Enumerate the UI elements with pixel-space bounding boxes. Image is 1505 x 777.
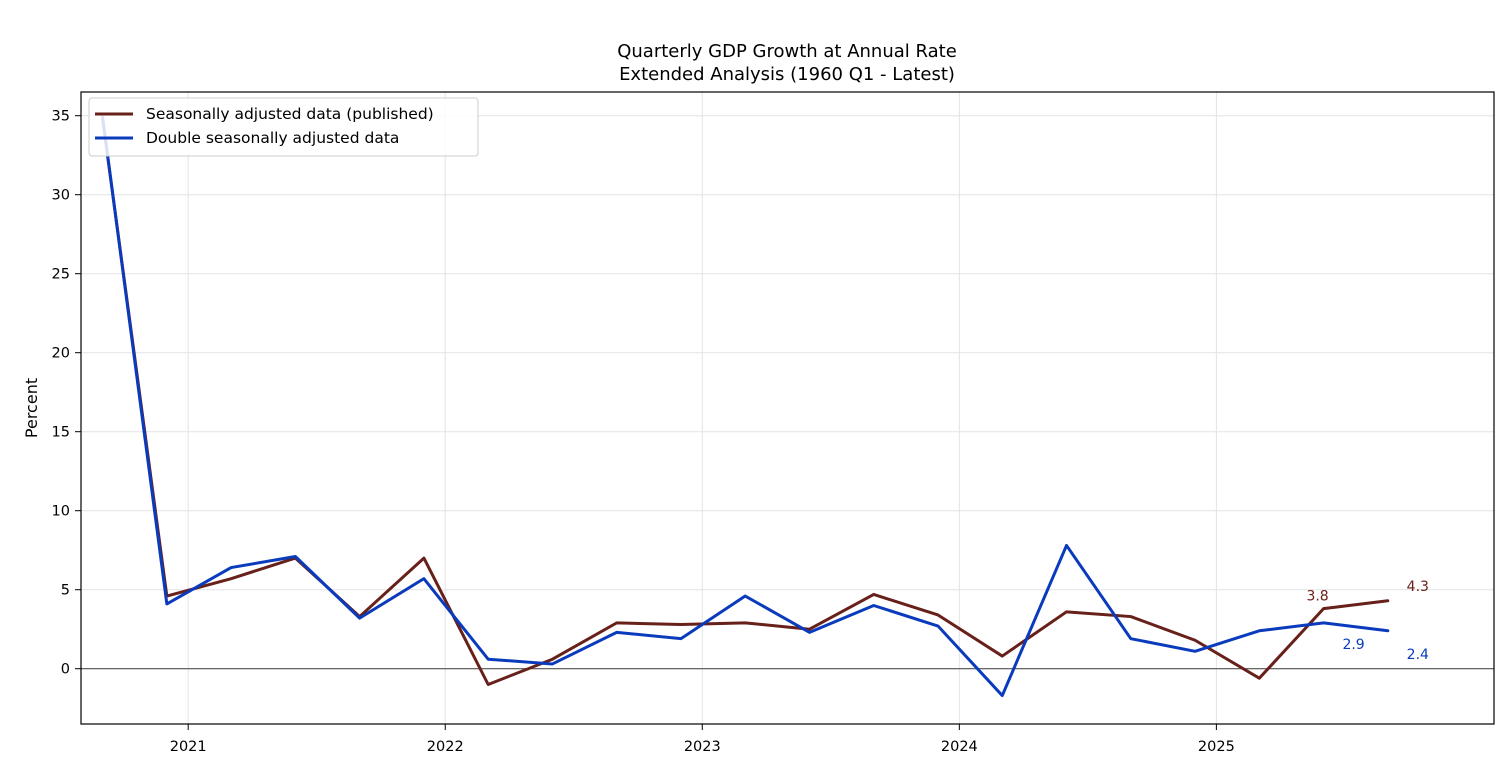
x-tick-label-2025: 2025 <box>1198 739 1235 755</box>
chart-subtitle: Extended Analysis (1960 Q1 - Latest) <box>619 64 955 85</box>
value-label-2.4: 2.4 <box>1407 647 1429 663</box>
value-label-2.9: 2.9 <box>1342 637 1364 653</box>
series-lines <box>101 115 1390 698</box>
legend-box <box>88 97 479 157</box>
value-label-4.3: 4.3 <box>1407 579 1429 595</box>
legend-label-2: Double seasonally adjusted data <box>146 129 399 147</box>
legend: Seasonally adjusted data (published) Doub… <box>88 97 479 157</box>
value-label-3.8: 3.8 <box>1306 589 1328 605</box>
x-tick-label-2023: 2023 <box>684 739 721 755</box>
y-tick-label-0: 0 <box>61 662 70 678</box>
y-tick-label-5: 5 <box>61 583 70 599</box>
y-axis-label: Percent <box>22 378 41 438</box>
plot-frame <box>80 91 1495 725</box>
x-tick-label-2022: 2022 <box>427 739 464 755</box>
series-line-1 <box>101 117 1390 686</box>
x-tick-label-2021: 2021 <box>170 739 207 755</box>
legend-label-1: Seasonally adjusted data (published) <box>146 105 434 123</box>
y-tick-label-25: 25 <box>52 267 70 283</box>
value-labels: 3.8 4.3 2.9 2.4 <box>1306 579 1429 663</box>
y-tick-label-10: 10 <box>52 504 70 520</box>
y-tick-label-30: 30 <box>52 188 70 204</box>
series-line-2 <box>101 115 1390 698</box>
x-tick-label-2024: 2024 <box>941 739 978 755</box>
y-tick-label-20: 20 <box>52 346 70 362</box>
y-tick-label-35: 35 <box>52 109 70 125</box>
chart-title: Quarterly GDP Growth at Annual Rate <box>617 41 957 62</box>
y-tick-label-15: 15 <box>52 425 70 441</box>
